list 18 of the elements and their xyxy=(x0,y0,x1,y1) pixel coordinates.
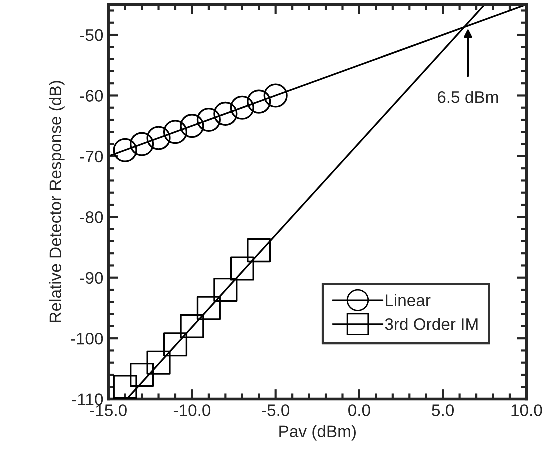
y-tick-label: -100 xyxy=(71,332,104,345)
legend-label: 3rd Order IM xyxy=(385,318,478,330)
y-tick-label: -50 xyxy=(80,29,104,42)
y-tick-label: -70 xyxy=(80,150,104,163)
x-tick-label: -10.0 xyxy=(174,404,211,416)
x-tick-label: 10.0 xyxy=(512,404,542,416)
x-axis-title: Pav (dBm) xyxy=(280,425,356,441)
legend-label: Linear xyxy=(386,294,431,306)
y-tick-label: -90 xyxy=(80,272,104,284)
x-tick-label: 5.0 xyxy=(432,404,454,416)
x-tick-label: -15.0 xyxy=(90,404,127,416)
annotation: 6.5 dBm xyxy=(438,91,498,104)
x-tick-label: -5.0 xyxy=(262,404,290,416)
y-tick-label: -60 xyxy=(80,90,104,102)
y-axis-title: Relative Detector Response (dB) xyxy=(49,81,65,322)
x-tick-label: 0.0 xyxy=(348,404,370,416)
y-tick-label: -80 xyxy=(80,212,104,224)
y-tick-label: -110 xyxy=(72,394,104,406)
